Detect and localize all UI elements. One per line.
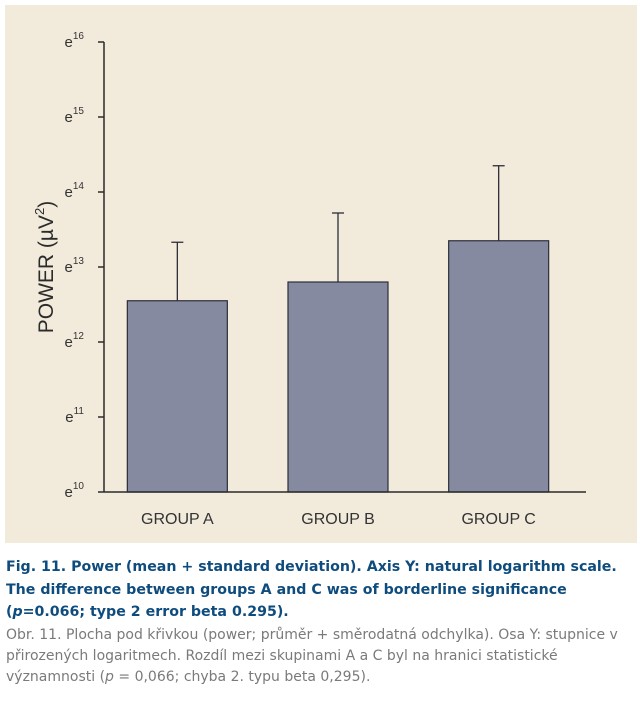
y-tick-label-base: e (65, 184, 73, 201)
y-tick-label: e15 (65, 106, 85, 126)
y-axis-label-superscript: 2 (32, 208, 47, 215)
y-tick-label: e13 (65, 256, 85, 276)
y-tick-label-base: e (65, 109, 73, 126)
figure-caption: Fig. 11. Power (mean + standard deviatio… (6, 556, 634, 688)
y-tick-label: e12 (65, 331, 85, 351)
y-tick-label-exponent: 15 (73, 106, 85, 117)
x-tick-label: GROUP B (301, 511, 375, 528)
y-tick-label-base: e (65, 259, 73, 276)
x-tick-label: GROUP C (461, 511, 535, 528)
y-tick-label-exponent: 16 (73, 31, 85, 42)
caption-czech: Obr. 11. Plocha pod křivkou (power; prům… (6, 625, 634, 688)
y-tick-label: e16 (65, 31, 85, 51)
bar-group-b (287, 281, 389, 493)
caption-english-text-end: =0.066; type 2 error beta 0.295). (22, 604, 289, 620)
caption-english-text: Fig. 11. Power (mean + standard deviatio… (6, 559, 617, 620)
y-tick-label: e10 (65, 481, 85, 501)
y-tick-label-base: e (65, 409, 73, 426)
caption-czech-p-symbol: p (105, 668, 114, 685)
y-tick-label-exponent: 14 (73, 181, 85, 192)
y-tick-label-base: e (65, 484, 73, 501)
caption-czech-text-end: = 0,066; chyba 2. typu beta 0,295). (113, 668, 371, 685)
y-tick-label-exponent: 13 (73, 256, 85, 267)
y-axis-label: POWER (µV2) (32, 201, 58, 334)
y-tick-label: e11 (65, 406, 84, 426)
caption-english-p-symbol: p (12, 604, 23, 620)
bar-group-a (126, 300, 228, 493)
y-tick-label-exponent: 11 (74, 406, 85, 417)
y-axis-label-text: POWER (µV (35, 215, 58, 333)
y-tick-label-base: e (65, 334, 73, 351)
y-tick-label: e14 (65, 181, 85, 201)
y-tick-label-exponent: 12 (73, 331, 85, 342)
bar-group-c (448, 240, 550, 493)
y-tick-label-base: e (65, 34, 73, 51)
caption-czech-text: Obr. 11. Plocha pod křivkou (power; prům… (6, 626, 618, 685)
x-tick-label: GROUP A (141, 511, 214, 528)
y-axis-label-text-end: ) (35, 201, 58, 208)
caption-english: Fig. 11. Power (mean + standard deviatio… (6, 556, 634, 624)
y-tick-label-exponent: 10 (73, 481, 85, 492)
